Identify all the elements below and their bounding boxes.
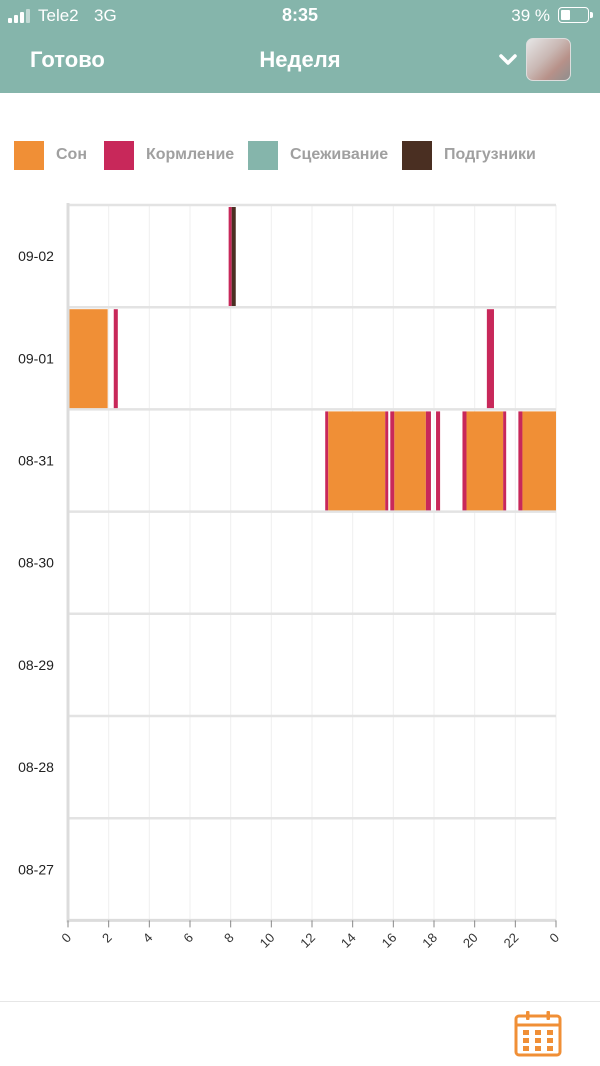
x-tick-label: 10	[257, 930, 278, 951]
calendar-icon[interactable]	[514, 1011, 562, 1057]
tab-bar-divider	[0, 1001, 600, 1002]
carrier-label: Tele2	[38, 6, 79, 25]
legend-label: Сон	[56, 146, 87, 163]
x-tick-label: 2	[99, 930, 115, 946]
clock: 8:35	[281, 5, 319, 25]
row-label: 08-28	[18, 759, 54, 775]
event-bar	[325, 411, 329, 511]
chevron-down-icon[interactable]	[499, 54, 517, 66]
legend-label: Подгузники	[444, 146, 536, 163]
event-bar	[328, 411, 386, 511]
event-bar	[385, 411, 389, 511]
status-bar: Tele2 3G 8:35 39 %	[0, 0, 600, 32]
event-bar	[394, 411, 426, 511]
x-tick-label: 12	[297, 930, 318, 951]
legend-item-pumping: Сцеживание	[248, 140, 388, 170]
legend-item-sleep: Сон	[14, 140, 87, 170]
legend-item-diapers: Подгузники	[402, 140, 536, 170]
row-label: 09-02	[18, 248, 54, 264]
legend-swatch	[402, 140, 432, 170]
event-bar	[518, 411, 523, 511]
avatar[interactable]	[526, 38, 571, 81]
x-tick-label: 0	[546, 930, 562, 946]
x-tick-label: 16	[379, 930, 400, 951]
event-bar	[466, 411, 504, 511]
x-tick-label: 0	[58, 930, 74, 946]
x-tick-label: 8	[221, 930, 237, 946]
battery-icon	[558, 7, 593, 23]
row-label: 09-01	[18, 350, 54, 366]
done-button[interactable]: Готово	[30, 47, 105, 72]
event-bar	[390, 411, 395, 511]
event-bar	[228, 207, 232, 307]
signal-icon	[8, 9, 32, 23]
x-tick-label: 6	[180, 930, 196, 946]
row-label: 08-31	[18, 453, 54, 469]
event-bar	[68, 309, 108, 409]
row-label: 08-29	[18, 657, 54, 673]
chart-legend: Сон Кормление Сцеживание Подгузники	[0, 140, 600, 170]
x-tick-label: 20	[460, 930, 481, 951]
legend-label: Сцеживание	[290, 146, 389, 163]
nav-bar: Tele2 3G 8:35 39 % Готово Неделя	[0, 0, 600, 93]
x-tick-label: 14	[338, 930, 359, 951]
event-bar	[113, 309, 118, 409]
legend-label: Кормление	[146, 146, 235, 163]
event-bar	[486, 309, 494, 409]
page-title: Неделя	[259, 47, 341, 72]
network-label: 3G	[94, 6, 117, 25]
event-bar	[522, 411, 556, 511]
event-bar	[503, 411, 507, 511]
event-bar	[231, 207, 236, 307]
legend-swatch	[104, 140, 134, 170]
event-bar	[425, 411, 431, 511]
row-label: 08-27	[18, 861, 54, 877]
week-chart: 09-02 09-01 08-31 08-30 08-29 08-28 08-27 0 2 4 6 8…	[18, 203, 562, 951]
legend-swatch	[248, 140, 278, 170]
legend-swatch	[14, 140, 44, 170]
battery-percent: 39 %	[511, 6, 550, 25]
row-label: 08-30	[18, 555, 54, 571]
x-tick-label: 4	[140, 930, 156, 946]
legend-item-feeding: Кормление	[104, 140, 234, 170]
x-tick-label: 22	[501, 930, 522, 951]
event-bar	[462, 411, 467, 511]
event-bar	[436, 411, 441, 511]
x-tick-label: 18	[419, 930, 440, 951]
